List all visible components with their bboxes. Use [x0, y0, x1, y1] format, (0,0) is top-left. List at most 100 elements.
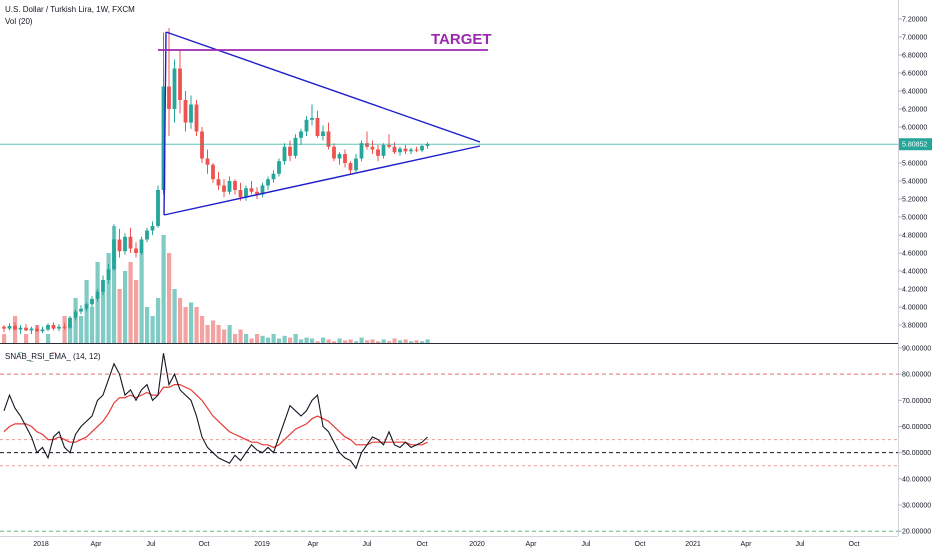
candle-body — [161, 86, 166, 190]
volume-bar — [249, 338, 254, 343]
candle-body — [62, 326, 67, 328]
candle-body — [117, 239, 122, 252]
volume-bar — [282, 335, 287, 343]
rsi-tick-label: 60.00000 — [902, 424, 931, 431]
time-tick-label: Apr — [741, 541, 753, 548]
candle-body — [293, 137, 298, 156]
candle-body — [414, 149, 419, 151]
volume-bar — [167, 253, 172, 343]
time-tick-label: Oct — [417, 541, 428, 548]
volume-bar — [24, 334, 29, 343]
volume-bar — [392, 338, 397, 343]
rsi-pane — [0, 353, 898, 532]
volume-bar — [409, 341, 414, 343]
rsi-line — [3, 353, 428, 470]
price-tick-label: 7.00000 — [902, 35, 927, 42]
candle-body — [145, 230, 149, 240]
volume-bar — [370, 339, 375, 343]
volume-bar — [95, 262, 100, 343]
candle-body — [150, 226, 155, 231]
candle-body — [315, 118, 320, 136]
candle-body — [233, 181, 237, 190]
candle-body — [376, 149, 380, 156]
volume-bar — [420, 341, 425, 343]
volume-bar — [376, 341, 381, 343]
price-tick-label: 4.80000 — [902, 233, 927, 240]
candle-body — [255, 191, 259, 195]
volume-label: Vol (20) — [5, 17, 33, 26]
volume-bar — [244, 334, 249, 343]
price-tick-label: 5.00000 — [902, 215, 927, 222]
volume-bar — [205, 325, 210, 343]
volume-bar — [29, 361, 34, 362]
volume-bar — [299, 339, 304, 343]
drawings[interactable] — [0, 31, 898, 216]
volume-bar — [134, 280, 139, 343]
volume-bar — [233, 334, 238, 343]
last-price-badge — [899, 138, 932, 151]
rsi-tick-label: 80.00000 — [902, 372, 931, 379]
candle-body — [183, 100, 188, 123]
time-tick-label: 2019 — [254, 541, 270, 548]
volume-bar — [189, 302, 194, 343]
volume-bar — [106, 253, 111, 343]
rsi-tick-label: 90.00000 — [902, 346, 931, 353]
price-tick-label: 6.00000 — [902, 125, 927, 132]
volume-bar — [255, 334, 260, 343]
triangle-base-line — [163, 31, 167, 216]
volume-bar — [90, 307, 95, 343]
time-tick-label: Oct — [849, 541, 860, 548]
time-tick-label: 2021 — [685, 541, 701, 548]
volume-bar — [200, 316, 205, 343]
candle-body — [40, 329, 45, 332]
volume-bar — [178, 298, 183, 343]
candle-body — [359, 143, 364, 159]
candle-body — [194, 104, 199, 132]
volume-bar — [172, 289, 177, 343]
candle-body — [282, 146, 287, 162]
candle-body — [18, 327, 23, 330]
volume-bar — [326, 339, 331, 343]
volume-bar — [123, 271, 128, 343]
volume-bar — [227, 325, 232, 343]
indicator-label: SNAB_RSI_EMA_ (14, 12) — [5, 352, 101, 361]
volume-bar — [156, 298, 161, 343]
volume-bar — [365, 340, 370, 343]
candle-body — [425, 144, 430, 146]
candle-body — [409, 149, 413, 152]
volume-bar — [238, 329, 243, 343]
volume-bar — [112, 226, 117, 343]
time-tick-label: Jul — [796, 541, 805, 548]
time-tick-label: Apr — [91, 541, 103, 548]
volume-bar — [321, 337, 326, 343]
volume-bar — [79, 316, 84, 343]
volume-bar — [68, 325, 73, 343]
volume-bar — [403, 339, 408, 343]
volume-bar — [288, 337, 293, 343]
symbol-title: U.S. Dollar / Turkish Lira, 1W, FXCM — [5, 5, 135, 14]
candle-body — [299, 131, 303, 138]
volume-bar — [293, 334, 298, 343]
price-tick-label: 4.60000 — [902, 251, 927, 258]
candle-body — [211, 164, 215, 180]
rsi-tick-label: 70.00000 — [902, 398, 931, 405]
price-tick-label: 3.80000 — [902, 323, 927, 330]
price-tick-label: 5.20000 — [902, 197, 927, 204]
rsi-tick-label: 20.00000 — [902, 529, 931, 536]
candle-body — [106, 269, 111, 280]
volume-bar — [46, 334, 51, 343]
candle-body — [73, 311, 78, 318]
price-tick-label: 4.20000 — [902, 287, 927, 294]
volume-bar — [260, 335, 265, 343]
time-tick-label: Jul — [363, 541, 372, 548]
volume-bar — [161, 235, 166, 343]
triangle-lower-line — [163, 145, 481, 216]
candle-body — [420, 145, 424, 151]
volume-bar — [51, 352, 56, 353]
volume-bar — [2, 334, 7, 343]
price-tick-label: 6.20000 — [902, 107, 927, 114]
candle-body — [205, 158, 210, 165]
target-label: TARGET — [431, 31, 492, 48]
volume-bar — [117, 289, 122, 343]
